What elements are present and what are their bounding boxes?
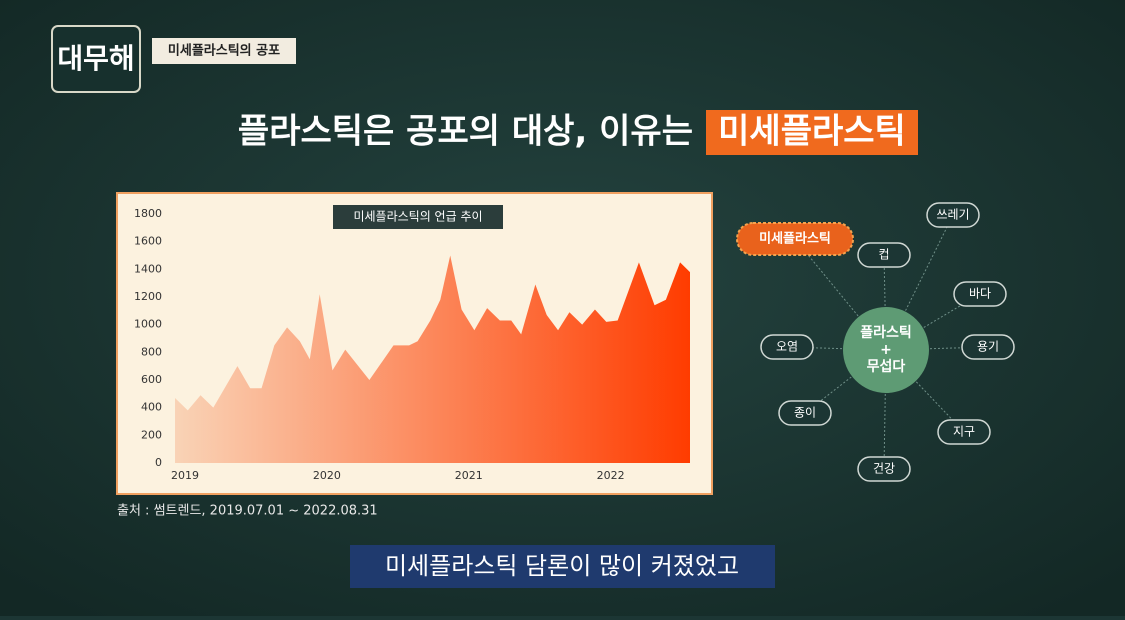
x-tick-label: 2019 xyxy=(171,469,199,482)
highlight-label: 미세플라스틱 xyxy=(759,231,831,247)
y-tick-label: 400 xyxy=(141,401,162,414)
y-tick-label: 1200 xyxy=(134,290,162,303)
y-tick-label: 600 xyxy=(141,373,162,386)
node-box xyxy=(953,281,1007,307)
node-label: 오염 xyxy=(776,340,798,354)
y-tick-label: 1800 xyxy=(134,207,162,220)
node-box xyxy=(760,334,814,360)
center-label: 무섭다 xyxy=(867,359,906,375)
title-highlight-box xyxy=(706,110,918,155)
y-tick-label: 1400 xyxy=(134,262,162,275)
y-tick-label: 0 xyxy=(155,456,162,469)
highlight-box xyxy=(736,222,854,256)
title-highlight: 미세플라스틱 xyxy=(718,112,906,152)
logo: 대무해 xyxy=(57,42,134,75)
source: 출처 : 썸트렌드, 2019.07.01 ~ 2022.08.31 xyxy=(117,504,378,519)
y-tick-label: 1600 xyxy=(134,235,162,248)
x-tick-label: 2022 xyxy=(597,469,625,482)
title: 플라스틱은 공포의 대상, 이유는 xyxy=(238,112,693,152)
chart-title-box xyxy=(333,205,503,229)
node-box xyxy=(937,419,991,445)
x-tick-label: 2021 xyxy=(455,469,483,482)
caption-box xyxy=(350,545,775,588)
logo-box xyxy=(51,25,141,93)
x-tick-label: 2020 xyxy=(313,469,341,482)
connector xyxy=(885,349,965,433)
area xyxy=(175,255,690,463)
node-label: 컵 xyxy=(878,248,889,262)
tag: 미세플라스틱의 공포 xyxy=(168,43,280,59)
node-label: 건강 xyxy=(873,462,895,476)
center-label: + xyxy=(880,342,892,358)
node-label: 용기 xyxy=(977,340,999,354)
node-box xyxy=(926,202,980,228)
center-node xyxy=(843,307,929,393)
chart-title: 미세플라스틱의 언급 추이 xyxy=(353,210,482,224)
node-box xyxy=(778,400,832,426)
y-tick-label: 200 xyxy=(141,428,162,441)
center-label: 플라스틱 xyxy=(860,324,912,341)
node-box xyxy=(857,242,911,268)
caption: 미세플라스틱 담론이 많이 커졌었고 xyxy=(385,552,739,580)
y-tick-label: 1000 xyxy=(134,318,162,331)
y-tick-label: 800 xyxy=(141,345,162,358)
node-label: 지구 xyxy=(953,425,975,439)
node-box xyxy=(961,334,1015,360)
node-label: 종이 xyxy=(794,406,816,420)
node-label: 쓰레기 xyxy=(936,208,969,222)
node-box xyxy=(857,456,911,482)
tag-box xyxy=(152,38,296,64)
node-label: 바다 xyxy=(969,287,991,301)
